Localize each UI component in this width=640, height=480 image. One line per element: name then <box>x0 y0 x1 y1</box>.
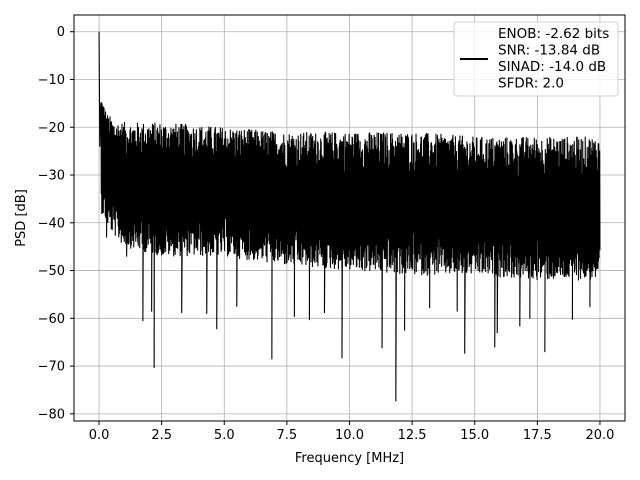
y-tick-label: −20 <box>38 121 65 136</box>
x-tick-label: 0.0 <box>89 428 110 443</box>
y-tick-label: −70 <box>38 360 65 375</box>
x-tick-label: 15.0 <box>460 428 489 443</box>
y-axis-label: PSD [dB] <box>14 189 29 247</box>
psd-series-line <box>98 31 601 402</box>
y-tick-label: −40 <box>38 216 65 231</box>
y-tick-label: −30 <box>38 169 65 184</box>
y-tick-label: −80 <box>38 407 65 422</box>
x-tick-label: 5.0 <box>214 428 235 443</box>
axis-ticks: 0.0 2.5 5.0 7.5 10.0 12.5 15.0 17.5 20.0 0 −10 −20 −… <box>38 25 615 443</box>
y-tick-label: 0 <box>57 25 65 40</box>
x-tick-label: 20.0 <box>585 428 614 443</box>
x-tick-label: 7.5 <box>277 428 298 443</box>
x-tick-label: 2.5 <box>151 428 172 443</box>
legend: ENOB: -2.62 bits SNR: -13.84 dB SINAD: -… <box>453 21 619 97</box>
legend-sfdr: SFDR: 2.0 <box>498 76 564 92</box>
x-tick-label: 10.0 <box>335 428 364 443</box>
legend-sinad: SINAD: -14.0 dB <box>498 59 606 75</box>
legend-box <box>453 21 619 97</box>
y-tick-label: −50 <box>38 264 65 279</box>
series-layer <box>98 31 601 402</box>
y-tick-label: −10 <box>38 73 65 88</box>
x-axis-label: Frequency [MHz] <box>295 451 404 466</box>
legend-enob: ENOB: -2.62 bits <box>498 26 609 42</box>
x-tick-label: 12.5 <box>398 428 427 443</box>
y-tick-label: −60 <box>38 312 65 327</box>
x-tick-label: 17.5 <box>523 428 552 443</box>
legend-snr: SNR: -13.84 dB <box>498 43 600 59</box>
